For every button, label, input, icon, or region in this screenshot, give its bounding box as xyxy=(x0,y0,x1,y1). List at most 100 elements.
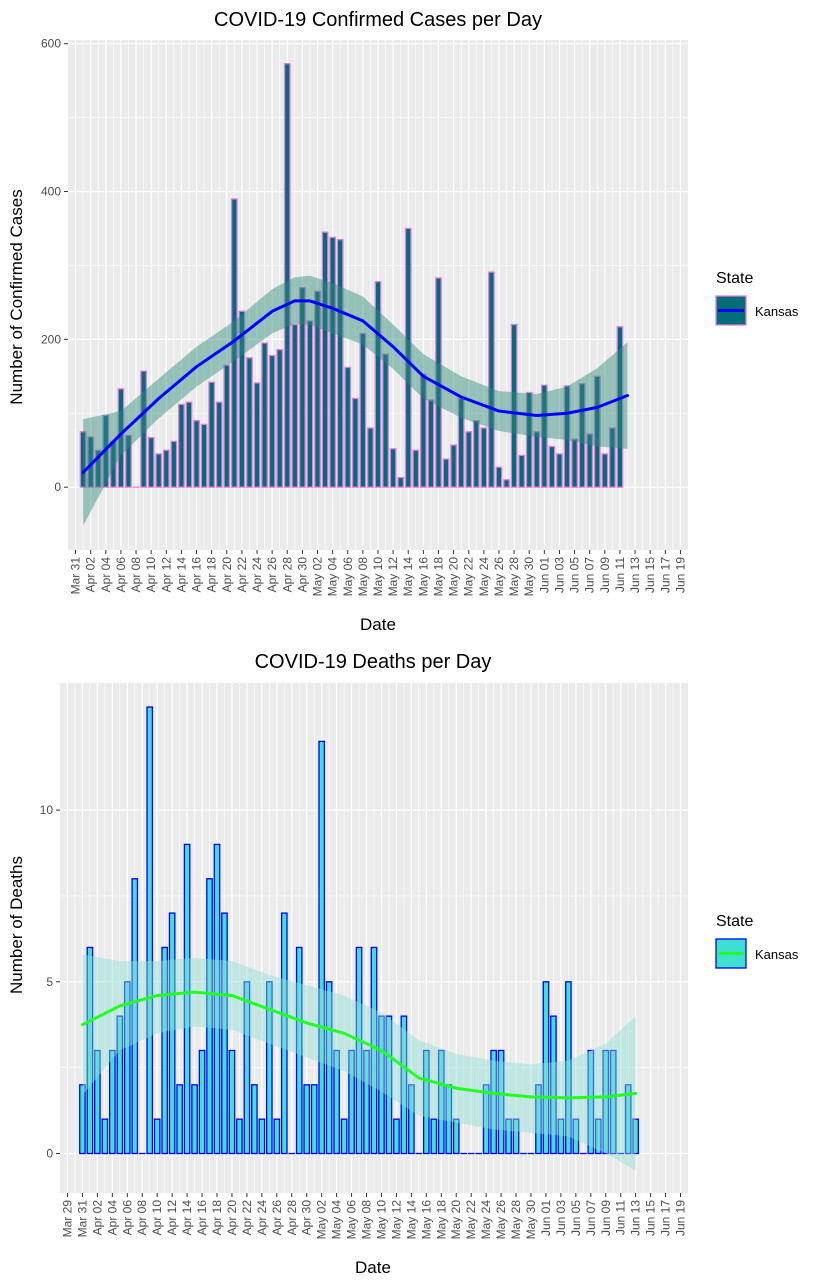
confidence-band xyxy=(83,275,628,526)
x-tick-label: Mar 31 xyxy=(69,557,83,595)
bar xyxy=(140,370,147,488)
x-tick-label: May 04 xyxy=(330,1200,344,1240)
bar xyxy=(223,364,231,488)
bar xyxy=(525,391,533,488)
bar xyxy=(472,420,480,488)
x-tick-label: Apr 28 xyxy=(280,557,294,593)
bar xyxy=(382,353,389,488)
bars xyxy=(79,63,624,488)
x-tick-label: May 06 xyxy=(341,557,355,597)
bar xyxy=(336,238,344,488)
x-tick-label: May 10 xyxy=(374,1200,388,1240)
y-axis: 0 5 10 xyxy=(40,803,60,1161)
x-tick-label: Apr 10 xyxy=(144,557,158,593)
bar xyxy=(215,401,223,488)
x-tick-label: Jun 09 xyxy=(598,557,612,593)
bar xyxy=(280,912,288,1155)
x-tick-label: May 24 xyxy=(479,1200,493,1240)
x-tick-label: Mar 29 xyxy=(60,1200,74,1238)
bar xyxy=(419,373,427,488)
bar xyxy=(261,342,268,488)
x-tick-label: May 26 xyxy=(492,557,506,597)
bar xyxy=(389,448,397,488)
y-axis: 0 200 400 600 xyxy=(41,37,68,494)
x-tick-label: Apr 14 xyxy=(174,557,188,593)
x-tick-label: May 24 xyxy=(477,557,491,597)
bar xyxy=(161,946,169,1155)
x-tick-label: Apr 14 xyxy=(180,1200,194,1236)
x-tick-label: May 02 xyxy=(311,557,325,597)
x-tick-label: Jun 17 xyxy=(659,1200,673,1236)
x-tick-label: May 02 xyxy=(315,1200,329,1240)
bar xyxy=(265,981,273,1155)
bar xyxy=(593,375,601,488)
x-tick-label: Apr 16 xyxy=(195,1200,209,1236)
bar xyxy=(430,1118,438,1155)
bar xyxy=(359,332,367,488)
confidence-band xyxy=(82,954,636,1171)
bar xyxy=(236,1118,243,1155)
bar xyxy=(299,286,306,488)
x-tick-label: Apr 26 xyxy=(265,557,279,593)
bar xyxy=(624,1084,632,1155)
bar xyxy=(512,1118,520,1155)
x-tick-label: Apr 08 xyxy=(129,557,143,593)
x-tick-label: Jun 13 xyxy=(628,557,642,593)
x-tick-label: Jun 01 xyxy=(539,1200,553,1236)
bar xyxy=(155,453,163,488)
bar xyxy=(385,1015,393,1155)
bar xyxy=(273,1118,281,1155)
x-tick-label: Apr 18 xyxy=(210,1200,224,1236)
bar xyxy=(146,706,154,1155)
bar xyxy=(147,437,155,488)
bar xyxy=(550,1015,557,1155)
bar xyxy=(125,434,132,488)
x-tick-label: May 18 xyxy=(434,1200,448,1240)
x-tick-label: Jun 13 xyxy=(629,1200,643,1236)
bar xyxy=(374,281,382,488)
legend-key xyxy=(715,295,747,326)
bar xyxy=(437,1049,445,1155)
y-tick-label: 0 xyxy=(54,480,61,494)
x-tick-label: Apr 16 xyxy=(190,557,204,593)
bar xyxy=(348,1049,355,1155)
x-tick-label: Jun 07 xyxy=(583,557,597,593)
x-tick-label: Apr 24 xyxy=(255,1200,269,1236)
legend-label: Kansas xyxy=(755,304,799,319)
bar xyxy=(108,1049,116,1155)
bar xyxy=(367,427,374,488)
bar xyxy=(213,843,221,1155)
bar xyxy=(238,310,246,488)
x-axis-title: Date xyxy=(355,1258,391,1277)
bar xyxy=(510,323,518,488)
y-tick-label: 200 xyxy=(41,332,61,346)
x-tick-label: Jun 07 xyxy=(584,1200,598,1236)
bar xyxy=(318,740,326,1155)
x-tick-label: Apr 12 xyxy=(159,557,173,593)
bar xyxy=(325,981,333,1155)
chart-title: COVID-19 Confirmed Cases per Day xyxy=(214,9,542,31)
x-tick-label: May 22 xyxy=(464,1200,478,1240)
bar xyxy=(400,1015,408,1155)
bar xyxy=(306,320,314,488)
x-tick-label: May 26 xyxy=(494,1200,508,1240)
bar xyxy=(563,385,571,488)
y-tick-label: 5 xyxy=(46,975,53,989)
x-tick-label: Apr 02 xyxy=(90,1200,104,1236)
x-tick-label: May 10 xyxy=(371,557,385,597)
x-tick-label: Jun 15 xyxy=(643,557,657,593)
bar xyxy=(370,946,378,1155)
bar xyxy=(344,366,352,488)
x-tick-label: Apr 20 xyxy=(225,1200,239,1236)
x-tick-label: May 30 xyxy=(522,557,536,597)
legend-label: Kansas xyxy=(755,947,799,962)
x-tick-label: Jun 01 xyxy=(537,557,551,593)
deaths-chart: 0 5 10 Mar 29 Mar 31 Apr 02 Apr 04 Apr 06 Apr 08… xyxy=(7,651,799,1277)
bar xyxy=(565,981,572,1155)
x-tick-label: Jun 05 xyxy=(569,1200,583,1236)
x-tick-label: Apr 04 xyxy=(105,1200,119,1236)
bar xyxy=(586,433,594,488)
bar xyxy=(170,440,178,488)
plot-panel: 0 5 10 Mar 29 Mar 31 Apr 02 Apr 04 Apr 06 Apr 08… xyxy=(40,683,688,1239)
